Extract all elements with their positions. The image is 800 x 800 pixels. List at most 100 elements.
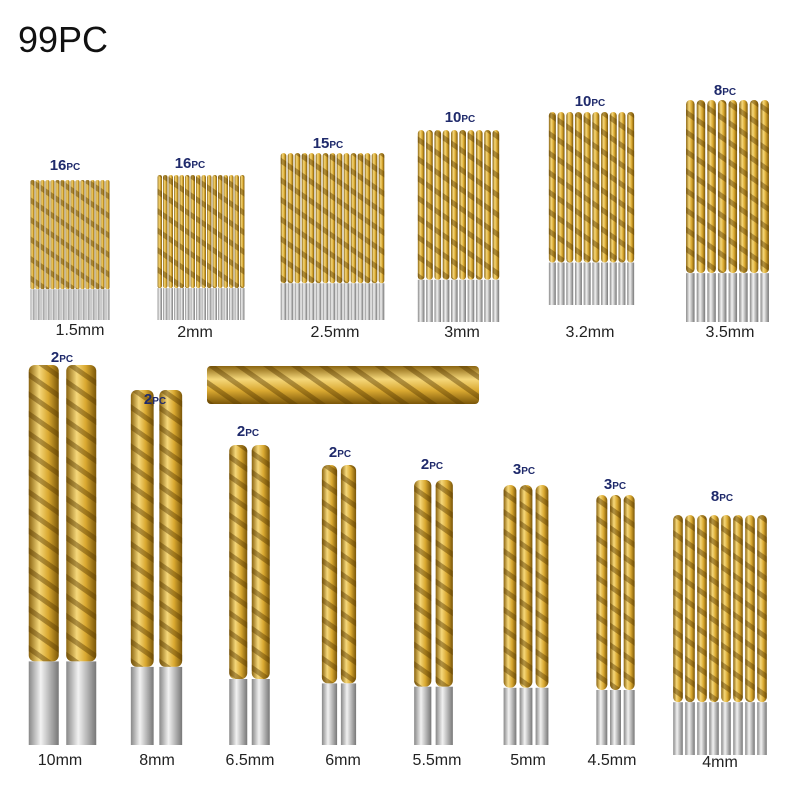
count: 8	[714, 82, 722, 99]
bit-flute	[234, 175, 239, 289]
bit-shank	[350, 283, 357, 320]
drill-bit	[218, 175, 223, 320]
drill-bit	[371, 153, 378, 320]
bit-shank	[229, 288, 234, 320]
bit-flute	[95, 180, 100, 290]
bit-flute	[609, 112, 617, 263]
bit-flute	[280, 153, 287, 284]
drill-bit	[451, 130, 458, 322]
drill-bit	[185, 175, 190, 320]
bit-flute	[745, 515, 755, 703]
drill-bit	[357, 153, 364, 320]
count: 10	[575, 93, 592, 110]
drill-bit	[190, 175, 195, 320]
bit-flute	[739, 100, 748, 274]
bit-flute	[105, 180, 110, 290]
bit-shank	[574, 262, 582, 305]
bit-shank	[321, 683, 338, 745]
drill-bit	[686, 100, 695, 322]
drill-bit	[321, 465, 338, 745]
size-label: 4.5mm	[588, 752, 637, 769]
bit-shank	[201, 288, 206, 320]
drill-bit	[459, 130, 466, 322]
bit-shank	[475, 279, 483, 322]
drill-bit	[442, 130, 450, 322]
size-label: 4mm	[702, 754, 738, 771]
bit-flute	[50, 180, 55, 290]
bit-shank	[557, 262, 565, 305]
bit-shank	[596, 690, 608, 745]
bit-flute	[733, 515, 743, 703]
drill-bit	[30, 180, 35, 320]
drill-bit	[475, 130, 483, 322]
unit: PC	[591, 98, 605, 109]
bit-flute	[574, 112, 582, 263]
bit-flute	[618, 112, 626, 263]
bit-flute	[321, 465, 338, 684]
bit-shank	[185, 288, 190, 320]
drill-bit	[28, 365, 59, 745]
bit-flute	[168, 175, 173, 289]
bit-flute	[159, 390, 183, 667]
drill-bit	[739, 100, 748, 322]
bit-shank	[95, 289, 100, 320]
bit-shank	[179, 288, 184, 320]
bit-flute	[251, 445, 270, 679]
bit-shank	[207, 288, 212, 320]
bit-shank	[28, 661, 59, 745]
drill-bit	[566, 112, 574, 305]
bit-flute	[414, 480, 432, 687]
drill-bit	[707, 100, 716, 322]
bit-shank	[728, 273, 738, 322]
bit-shank	[696, 273, 706, 322]
bit-shank	[315, 283, 322, 320]
bit-shank	[229, 679, 248, 745]
drill-bit	[294, 153, 301, 320]
drill-bit	[75, 180, 80, 320]
bit-shank	[566, 262, 574, 305]
drill-bit	[65, 180, 70, 320]
drill-bit	[287, 153, 294, 320]
bit-shank	[105, 289, 110, 320]
size-label: 3.5mm	[706, 324, 755, 341]
size-label: 6.5mm	[226, 752, 275, 769]
bit-shank	[45, 289, 50, 320]
count: 16	[175, 155, 192, 172]
bit-shank	[484, 279, 491, 322]
bit-shank	[707, 273, 716, 322]
bit-group: 2PC 6.5mm	[226, 423, 275, 769]
horizontal-bit	[207, 366, 479, 404]
drill-bit	[340, 465, 357, 745]
bit-flute	[350, 153, 357, 284]
count-label: 16PC	[175, 155, 206, 172]
count: 2	[329, 444, 337, 461]
bit-flute	[434, 130, 442, 280]
bit-flute	[212, 175, 217, 289]
bit-shank	[196, 288, 201, 320]
drill-bit	[414, 480, 432, 745]
bit-flute	[207, 175, 212, 289]
drill-bit	[159, 390, 183, 745]
bit-flute	[371, 153, 378, 284]
bit-flute	[548, 112, 556, 263]
bit-shank	[212, 288, 217, 320]
size-label: 5.5mm	[413, 752, 462, 769]
bit-flute	[70, 180, 75, 290]
bit-shank	[426, 279, 433, 322]
drill-bit	[364, 153, 371, 320]
unit: PC	[337, 449, 351, 460]
bit-flute	[467, 130, 475, 280]
bit-flute	[65, 180, 70, 290]
bit-flute	[357, 153, 364, 284]
drill-bit	[745, 515, 755, 755]
bit-flute	[329, 153, 336, 284]
bit-shank	[757, 702, 767, 755]
bit-flute	[749, 100, 759, 274]
count-label: 2PC	[237, 423, 259, 440]
bit-flute	[196, 175, 201, 289]
drill-bit	[627, 112, 635, 305]
unit: PC	[329, 140, 343, 151]
bit-flute	[315, 153, 322, 284]
drill-bit	[467, 130, 475, 322]
